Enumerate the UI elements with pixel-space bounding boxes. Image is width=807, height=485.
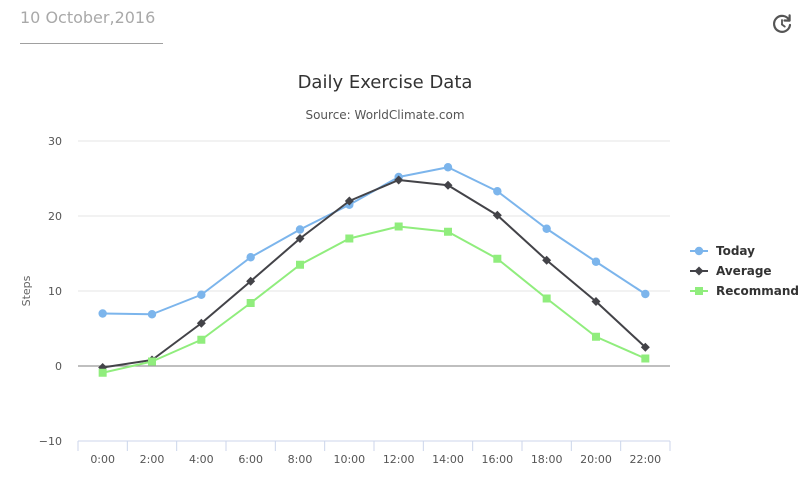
legend-label: Today: [716, 244, 755, 258]
point-average[interactable]: [394, 175, 404, 185]
date-label[interactable]: 10 October,2016: [20, 8, 156, 27]
legend-label: Average: [716, 264, 772, 278]
y-tick-label: 20: [48, 210, 62, 223]
point-today[interactable]: [542, 224, 551, 233]
point-average[interactable]: [542, 255, 552, 265]
refresh-icon: [773, 14, 792, 33]
point-average[interactable]: [196, 318, 206, 328]
x-tick-label: 14:00: [432, 453, 464, 466]
chart-title: Daily Exercise Data: [298, 72, 473, 93]
y-tick-label: 10: [48, 285, 62, 298]
point-average[interactable]: [591, 297, 601, 306]
point-recommand[interactable]: [197, 335, 206, 344]
point-today[interactable]: [98, 309, 107, 318]
point-today[interactable]: [641, 289, 650, 299]
point-today[interactable]: [295, 225, 305, 234]
grid-layer: −10 0 10 20 30: [39, 135, 670, 448]
legend-item-average[interactable]: Average: [690, 264, 772, 278]
legend-label: Recommand: [716, 284, 799, 298]
series-today: [98, 163, 650, 319]
x-tick-label: 12:00: [383, 453, 415, 466]
x-tick-label: 22:00: [629, 453, 661, 466]
point-recommand[interactable]: [394, 222, 403, 231]
point-average[interactable]: [246, 276, 256, 286]
series-line-recommand[interactable]: [101, 225, 647, 374]
legend-marker[interactable]: [694, 266, 704, 276]
point-today[interactable]: [246, 253, 255, 262]
refresh-button[interactable]: [770, 12, 794, 36]
point-today[interactable]: [591, 257, 601, 266]
point-recommand[interactable]: [148, 357, 156, 366]
x-tick-label: 6:00: [238, 453, 263, 466]
chart-subtitle: Source: WorldClimate.com: [305, 108, 464, 122]
point-recommand[interactable]: [345, 234, 354, 243]
y-axis-title: Steps: [20, 275, 33, 306]
x-tick-label: 8:00: [288, 453, 313, 466]
point-today[interactable]: [147, 310, 157, 319]
x-tick-label: 4:00: [189, 453, 214, 466]
point-recommand[interactable]: [296, 260, 304, 269]
point-recommand[interactable]: [641, 354, 650, 363]
point-recommand[interactable]: [592, 332, 600, 341]
date-underline: [20, 43, 163, 44]
point-average[interactable]: [492, 210, 502, 220]
series-line-average[interactable]: [101, 179, 647, 369]
point-recommand[interactable]: [542, 294, 551, 303]
legend-item-recommand[interactable]: Recommand: [690, 284, 799, 298]
legend-marker[interactable]: [695, 287, 703, 295]
point-average[interactable]: [443, 180, 453, 190]
series-line-today[interactable]: [101, 166, 647, 316]
point-recommand[interactable]: [246, 299, 255, 307]
point-average[interactable]: [344, 196, 354, 206]
point-average[interactable]: [295, 234, 305, 243]
y-tick-label: −10: [39, 435, 62, 448]
legend: Today Average Recommand: [690, 244, 799, 298]
point-recommand[interactable]: [493, 254, 502, 263]
y-tick-label: 30: [48, 135, 62, 148]
point-today[interactable]: [493, 187, 502, 196]
x-tick-label: 20:00: [580, 453, 612, 466]
point-recommand[interactable]: [98, 368, 107, 377]
series-average: [98, 175, 650, 372]
y-tick-label: 0: [55, 360, 62, 373]
point-average[interactable]: [640, 342, 650, 352]
legend-item-today[interactable]: Today: [690, 244, 755, 258]
x-axis: 0:00 2:00 4:00 6:00 8:00 10:00 12:00 14:00 16:00…: [77, 440, 671, 466]
legend-marker[interactable]: [694, 246, 704, 256]
x-tick-label: 10:00: [333, 453, 365, 466]
x-tick-label: 18:00: [531, 453, 563, 466]
series-recommand: [98, 222, 650, 377]
x-tick-label: 16:00: [481, 453, 513, 466]
series-layer: [98, 163, 650, 377]
x-tick-label: 0:00: [90, 453, 115, 466]
x-tick-label: 2:00: [140, 453, 165, 466]
point-today[interactable]: [197, 290, 206, 299]
point-recommand[interactable]: [444, 227, 452, 236]
point-today[interactable]: [443, 163, 453, 172]
